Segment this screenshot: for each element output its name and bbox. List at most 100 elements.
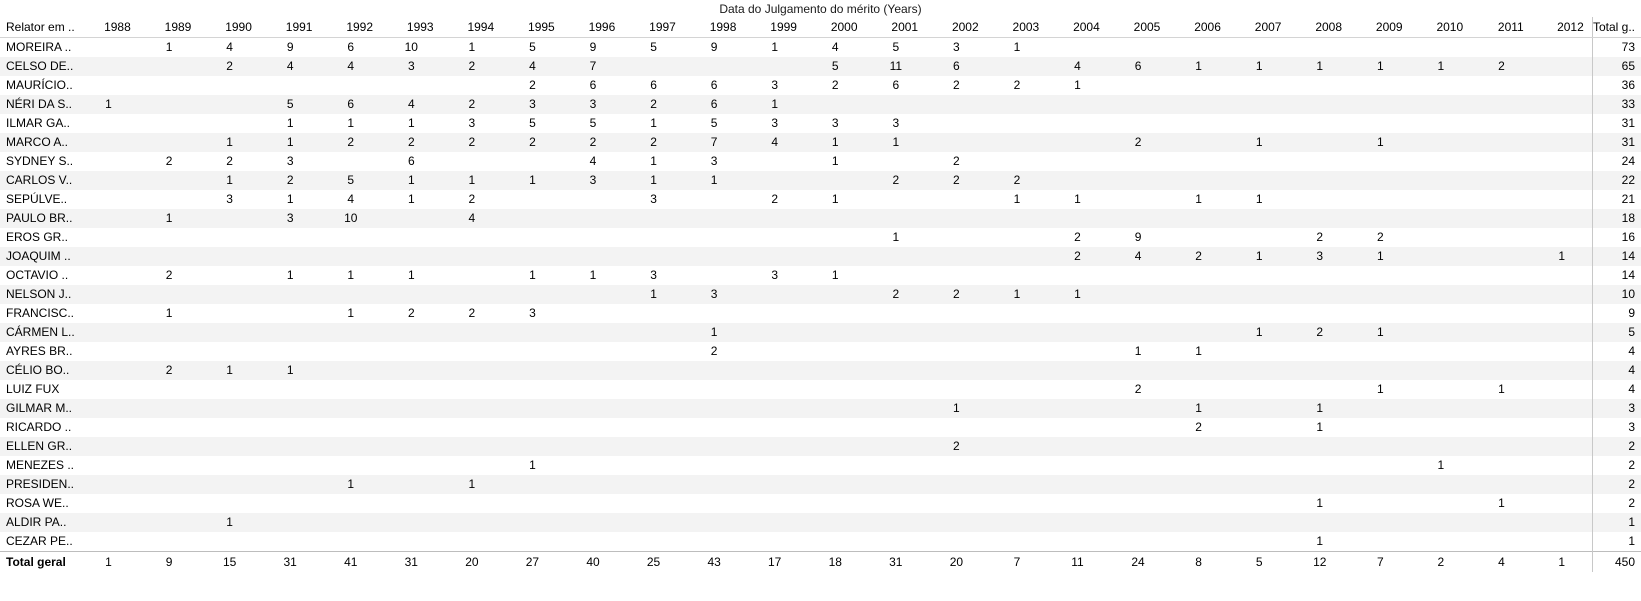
- year-header[interactable]: 1999: [744, 17, 805, 38]
- count-cell: [804, 247, 866, 266]
- relator-name[interactable]: CÉLIO BO..: [0, 361, 79, 380]
- relator-name[interactable]: JOAQUIM ..: [0, 247, 79, 266]
- count-cell: [1107, 95, 1169, 114]
- count-cell: [1411, 114, 1472, 133]
- relator-name[interactable]: ELLEN GR..: [0, 437, 79, 456]
- count-cell: [1229, 114, 1290, 133]
- relator-name[interactable]: OCTAVIO ..: [6, 268, 69, 282]
- relator-name[interactable]: RICARDO ..: [6, 420, 72, 434]
- year-header[interactable]: 2001: [865, 17, 927, 38]
- count-cell: [1168, 95, 1229, 114]
- relator-name[interactable]: ILMAR GA..: [6, 116, 71, 130]
- count-cell: 2: [259, 171, 321, 190]
- count-cell: 2: [771, 192, 779, 206]
- count-cell: [1168, 304, 1229, 323]
- count-cell: 2: [529, 78, 536, 92]
- relator-name[interactable]: FRANCISC..: [6, 306, 75, 320]
- count-cell: [804, 437, 866, 456]
- count-cell: [1168, 361, 1229, 380]
- count-cell: [684, 304, 745, 323]
- year-header[interactable]: 2008: [1289, 17, 1351, 38]
- relator-name[interactable]: EROS GR..: [6, 230, 69, 244]
- relator-name[interactable]: LUIZ FUX: [6, 382, 60, 396]
- count-cell: 1: [347, 268, 355, 282]
- year-header[interactable]: 2003: [986, 17, 1048, 38]
- relator-name[interactable]: ROSA WE..: [6, 496, 69, 510]
- year-header[interactable]: 1989: [138, 17, 200, 38]
- year-header[interactable]: 2005: [1107, 17, 1169, 38]
- count-cell: [684, 266, 745, 285]
- year-header[interactable]: 1995: [502, 17, 563, 38]
- count-cell: 2: [1107, 133, 1169, 152]
- count-cell: [1471, 361, 1532, 380]
- year-header[interactable]: 1990: [199, 17, 260, 38]
- year-header[interactable]: 1996: [562, 17, 624, 38]
- year-header[interactable]: 2002: [926, 17, 987, 38]
- count-cell: 2: [865, 285, 927, 304]
- count-cell: [199, 323, 260, 342]
- count-cell: 2: [441, 57, 503, 76]
- row-header-label[interactable]: Relator em ..: [0, 17, 79, 38]
- relator-name[interactable]: PRESIDEN..: [0, 475, 79, 494]
- count-cell: [1410, 95, 1472, 114]
- year-header[interactable]: 1994: [441, 17, 503, 38]
- count-cell: [1229, 532, 1290, 552]
- relator-name[interactable]: ALDIR PA..: [0, 513, 79, 532]
- relator-name[interactable]: AYRES BR..: [6, 344, 73, 358]
- relator-name[interactable]: GILMAR M..: [0, 399, 79, 418]
- relator-name[interactable]: MOREIRA ..: [6, 40, 72, 54]
- year-header[interactable]: 1991: [259, 17, 321, 38]
- relator-name[interactable]: CARLOS V..: [0, 171, 79, 190]
- relator-name[interactable]: PAULO BR..: [0, 209, 79, 228]
- count-cell: [1047, 209, 1108, 228]
- count-cell: [1471, 228, 1532, 247]
- year-header[interactable]: 1993: [381, 17, 442, 38]
- year-header[interactable]: 1988: [78, 17, 139, 38]
- count-cell: [1410, 437, 1472, 456]
- row-total-cell: 36: [1591, 76, 1641, 95]
- year-header[interactable]: 2004: [1047, 17, 1108, 38]
- year-header[interactable]: 2000: [804, 17, 866, 38]
- count-cell: [866, 266, 927, 285]
- year-header[interactable]: 1992: [320, 17, 382, 38]
- year-header[interactable]: 1998: [683, 17, 745, 38]
- relator-name[interactable]: MARCO A..: [0, 133, 79, 152]
- year-header[interactable]: 1997: [623, 17, 684, 38]
- count-cell: [744, 513, 805, 532]
- relator-name[interactable]: NÉRI DA S..: [0, 95, 79, 114]
- count-cell: 3: [286, 154, 294, 168]
- count-cell: [805, 228, 866, 247]
- relator-name[interactable]: SEPÚLVE..: [6, 192, 68, 206]
- count-cell: 1: [1350, 247, 1411, 266]
- relator-name[interactable]: NELSON J..: [0, 285, 79, 304]
- year-header[interactable]: 2009: [1350, 17, 1411, 38]
- count-cell: [78, 57, 139, 76]
- year-header[interactable]: 2011: [1471, 17, 1532, 38]
- count-cell: [744, 475, 805, 494]
- count-cell: 1: [259, 361, 321, 380]
- relator-name[interactable]: MAURÍCIO..: [6, 78, 73, 92]
- count-cell: 1: [347, 306, 355, 320]
- grand-total-header[interactable]: Total g..: [1591, 17, 1641, 38]
- count-cell: [623, 494, 684, 513]
- count-cell: [805, 456, 866, 475]
- count-cell: 1: [831, 268, 839, 282]
- relator-name[interactable]: MENEZES ..: [6, 458, 75, 472]
- year-header[interactable]: 2006: [1168, 17, 1229, 38]
- year-header[interactable]: 2007: [1228, 17, 1290, 38]
- year-header[interactable]: 2012: [1531, 17, 1593, 38]
- relator-name[interactable]: CELSO DE..: [0, 57, 79, 76]
- count-cell: [1471, 95, 1532, 114]
- relator-name[interactable]: CÁRMEN L..: [0, 323, 79, 342]
- count-cell: [1350, 95, 1411, 114]
- relator-name[interactable]: CEZAR PE..: [6, 534, 73, 548]
- count-cell: [1107, 475, 1169, 494]
- count-cell: [986, 513, 1048, 532]
- table-row: MENEZES .. 1 1 2: [0, 456, 1641, 475]
- year-header[interactable]: 2010: [1410, 17, 1472, 38]
- count-cell: [1168, 285, 1229, 304]
- relator-name[interactable]: SYDNEY S..: [6, 154, 74, 168]
- count-cell: [381, 323, 442, 342]
- count-cell: 1: [1437, 458, 1445, 472]
- count-cell: [199, 399, 260, 418]
